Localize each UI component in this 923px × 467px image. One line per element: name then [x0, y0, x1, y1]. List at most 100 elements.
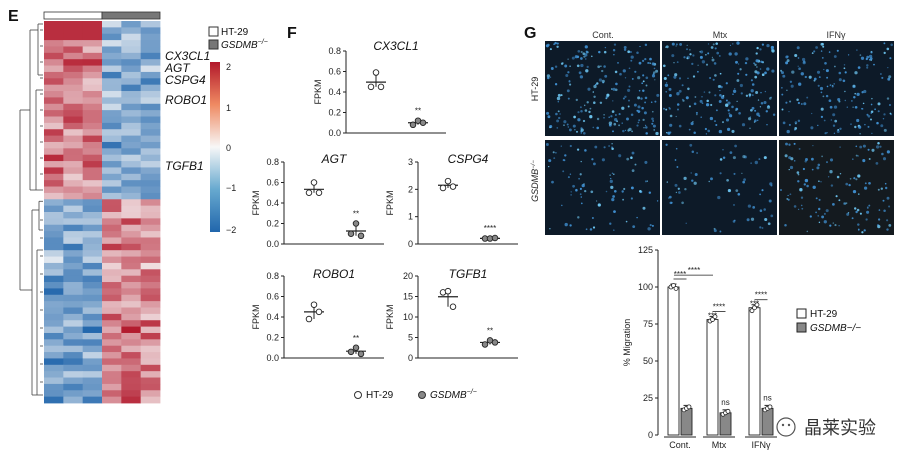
cell-nucleus	[740, 92, 743, 95]
cell-nucleus	[867, 114, 871, 118]
cell-nucleus	[862, 159, 866, 163]
cell-nucleus	[742, 154, 746, 159]
cell-nucleus	[631, 169, 635, 173]
heatmap-cell	[140, 269, 161, 277]
heatmap-cell	[63, 396, 84, 404]
panel-letter-g: G	[524, 25, 536, 42]
cell-nucleus	[866, 206, 869, 209]
cell-nucleus	[709, 76, 712, 80]
heatmap-cell	[63, 256, 84, 264]
cell-nucleus	[676, 103, 680, 106]
y-tick-label: 0.0	[266, 239, 279, 249]
cell-nucleus	[626, 117, 629, 121]
cell-nucleus	[760, 60, 763, 64]
heatmap-cell	[44, 332, 64, 340]
cell-nucleus	[549, 48, 552, 51]
heatmap-cell	[102, 97, 122, 105]
heatmap-cell	[140, 148, 161, 156]
micrograph-background	[662, 140, 777, 235]
heatmap-cell	[102, 186, 122, 194]
cell-nucleus	[625, 220, 628, 223]
cell-nucleus	[866, 64, 869, 67]
cell-nucleus	[645, 76, 649, 80]
heatmap-cell	[102, 218, 122, 226]
cell-nucleus	[886, 47, 890, 51]
cell-nucleus	[560, 145, 562, 147]
data-point-ht29	[310, 179, 318, 186]
cell-nucleus	[585, 228, 588, 231]
heatmap-cell	[44, 288, 64, 296]
cell-nucleus	[886, 196, 890, 200]
cell-nucleus	[745, 57, 749, 61]
cell-nucleus	[861, 107, 863, 110]
heatmap-cell	[102, 116, 122, 124]
heatmap-cell	[63, 135, 84, 143]
heatmap-cell	[121, 205, 142, 213]
cell-nucleus	[871, 97, 873, 100]
y-tick-label: 2	[408, 184, 413, 194]
heatmap-cell	[140, 205, 161, 213]
heatmap-cell	[44, 59, 64, 66]
cell-nucleus	[857, 223, 860, 226]
heatmap-cell	[121, 103, 142, 111]
cell-nucleus	[863, 229, 866, 232]
cell-nucleus	[693, 181, 697, 185]
legend-swatch	[796, 322, 807, 333]
cell-nucleus	[613, 53, 615, 56]
group-bar-gsdmb	[101, 11, 161, 20]
cell-nucleus	[820, 181, 822, 183]
heatmap-cell	[102, 21, 122, 28]
cell-nucleus	[853, 177, 856, 180]
cell-nucleus	[865, 57, 868, 61]
y-axis-label: FPKM	[385, 190, 395, 215]
cell-nucleus	[637, 121, 640, 124]
cell-nucleus	[613, 189, 617, 193]
data-point-ht29	[315, 308, 323, 316]
cell-nucleus	[856, 208, 860, 212]
cell-nucleus	[812, 185, 816, 189]
cell-nucleus	[611, 146, 613, 149]
cell-nucleus	[748, 95, 751, 98]
cell-nucleus	[832, 113, 836, 117]
cell-nucleus	[717, 85, 721, 88]
cell-nucleus	[689, 49, 691, 51]
cell-nucleus	[810, 126, 814, 130]
cell-nucleus	[798, 147, 801, 150]
cell-nucleus	[561, 204, 563, 207]
heatmap-cell	[44, 173, 64, 181]
cell-nucleus	[668, 195, 672, 199]
bar-gsdmb-cont	[680, 407, 693, 436]
heatmap-cell	[63, 59, 84, 66]
cell-nucleus	[798, 82, 802, 86]
cell-nucleus	[612, 130, 614, 133]
cell-nucleus	[567, 58, 569, 60]
cell-nucleus	[711, 56, 714, 59]
heatmap-cell	[44, 269, 64, 277]
cell-nucleus	[713, 229, 717, 233]
cell-nucleus	[637, 76, 641, 80]
heatmap-cell	[82, 371, 103, 378]
cell-nucleus	[826, 76, 829, 79]
cell-nucleus	[651, 224, 654, 227]
cell-nucleus	[735, 109, 737, 111]
wechat-icon	[776, 417, 796, 437]
cell-nucleus	[583, 104, 586, 107]
cell-nucleus	[877, 142, 880, 145]
cell-nucleus	[624, 129, 627, 131]
heatmap-cell	[121, 212, 142, 219]
heatmap-cell	[121, 110, 142, 117]
cell-nucleus	[820, 42, 824, 46]
cell-nucleus	[677, 108, 679, 111]
heatmap-cell	[44, 46, 64, 54]
cell-nucleus	[786, 59, 790, 63]
cell-nucleus	[862, 144, 866, 148]
heatmap-cell	[102, 288, 122, 296]
y-tick-label: 0.4	[266, 198, 279, 208]
cell-nucleus	[801, 57, 806, 62]
cell-nucleus	[628, 67, 631, 70]
cell-nucleus	[741, 123, 746, 127]
cell-nucleus	[735, 60, 738, 64]
data-point	[752, 305, 757, 311]
cell-nucleus	[737, 63, 740, 65]
